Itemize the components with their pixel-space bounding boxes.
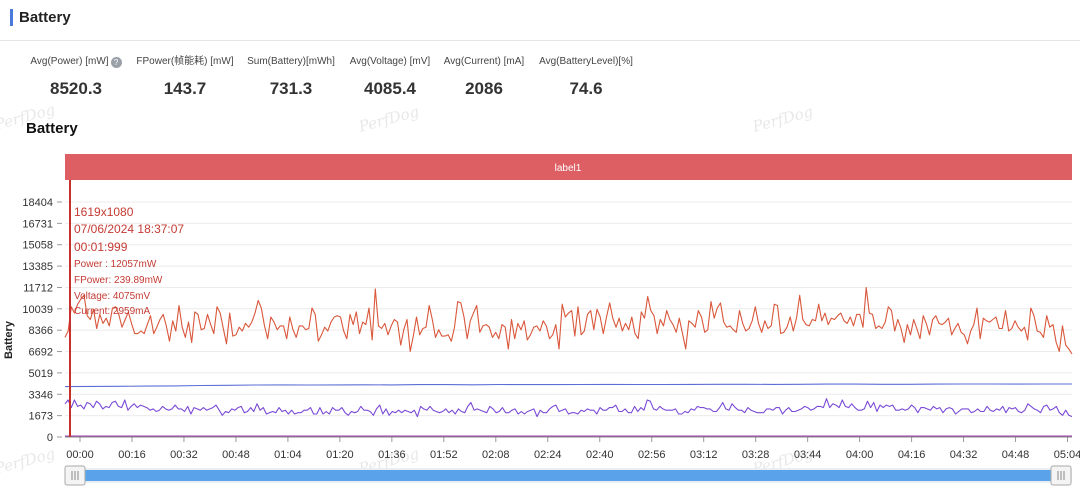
tooltip-current: Current: 2959mA [74, 306, 150, 317]
series-line [64, 383, 1072, 388]
x-tick-label: 05:04 [1054, 449, 1080, 461]
x-tick-label: 04:48 [1002, 449, 1030, 461]
y-tick-label: 0 [47, 432, 53, 444]
label-band [65, 154, 1072, 180]
series-line [64, 287, 1073, 355]
y-tick-label: 3346 [29, 389, 53, 401]
stat-label: FPower(帧能耗) [mW] [136, 56, 234, 67]
y-tick-label: 5019 [29, 368, 53, 380]
x-tick-label: 04:32 [950, 449, 978, 461]
stat-avg-battery-level: Avg(BatteryLevel)[%] 74.6 [538, 55, 634, 99]
tooltip: 1619x1080 07/06/2024 18:37:07 00:01:999 … [74, 205, 184, 317]
stat-value: 8520.3 [50, 79, 102, 98]
header-accent-bar [10, 9, 13, 26]
page-title: Battery [19, 9, 71, 26]
x-tick-label: 03:12 [690, 449, 718, 461]
x-tick-label: 03:28 [742, 449, 770, 461]
grip-handle-icon[interactable] [1050, 465, 1072, 486]
x-tick-label: 01:20 [326, 449, 354, 461]
x-tick-label: 04:00 [846, 449, 874, 461]
x-tick-label: 00:32 [170, 449, 198, 461]
x-tick-label: 00:48 [222, 449, 250, 461]
chart-title: Battery [26, 120, 78, 137]
zoom-scrollbar[interactable] [64, 465, 1072, 486]
y-tick-label: 8366 [29, 325, 53, 337]
tooltip-time: 00:01:999 [74, 240, 128, 254]
grip-handle-icon[interactable] [64, 465, 86, 486]
x-tick-label: 00:16 [118, 449, 146, 461]
stat-avg-current: Avg(Current) [mA] 2086 [442, 55, 526, 99]
x-tick-label: 02:08 [482, 449, 510, 461]
x-tick-label: 02:24 [534, 449, 562, 461]
tooltip-fpower: FPower: 239.89mW [74, 275, 163, 286]
stat-avg-voltage: Avg(Voltage) [mV] 4085.4 [347, 55, 433, 99]
stat-value: 2086 [465, 79, 503, 98]
page-header: Battery [0, 0, 1080, 41]
stat-value: 74.6 [569, 79, 603, 98]
x-tick-label: 00:00 [66, 449, 94, 461]
x-tick-label: 01:04 [274, 449, 302, 461]
y-tick-label: 13385 [22, 261, 53, 273]
stat-value: 4085.4 [364, 79, 416, 98]
stat-sum-battery: Sum(Battery)[mWh] 731.3 [246, 55, 336, 99]
tooltip-resolution: 1619x1080 [74, 205, 134, 219]
label-band-text: label1 [555, 163, 582, 174]
y-tick-label: 6692 [29, 347, 53, 359]
y-tick-label: 15058 [22, 240, 53, 252]
series-line [64, 398, 1073, 418]
y-tick-label: 11712 [23, 282, 53, 294]
stat-label: Avg(BatteryLevel)[%] [539, 56, 633, 67]
stat-fpower: FPower(帧能耗) [mW] 143.7 [135, 55, 235, 99]
scrollbar-range[interactable] [74, 470, 1062, 481]
stat-value: 731.3 [269, 79, 313, 98]
x-tick-label: 02:56 [638, 449, 666, 461]
x-tick-label: 02:40 [586, 449, 614, 461]
y-tick-label: 16731 [22, 218, 53, 230]
x-tick-label: 01:36 [378, 449, 406, 461]
stat-label: Avg(Power) [mW] [30, 56, 109, 67]
tooltip-voltage: Voltage: 4075mV [74, 291, 150, 302]
tooltip-power: Power : 12057mW [74, 259, 157, 270]
tooltip-datetime: 07/06/2024 18:37:07 [74, 222, 184, 236]
x-tick-label: 04:16 [898, 449, 926, 461]
y-tick-label: 18404 [22, 197, 53, 209]
y-axis-label: Battery [3, 320, 15, 359]
stat-value: 143.7 [163, 79, 207, 98]
stat-avg-power: Avg(Power) [mW]? 8520.3 [30, 55, 122, 99]
stat-label: Avg(Current) [mA] [443, 56, 525, 67]
help-icon[interactable]: ? [110, 57, 122, 68]
x-tick-label: 03:44 [794, 449, 822, 461]
stats-row: Avg(Power) [mW]? 8520.3 FPower(帧能耗) [mW]… [0, 55, 700, 105]
stat-label: Sum(Battery)[mWh] [247, 56, 335, 67]
stat-label: Avg(Voltage) [mV] [349, 56, 431, 67]
y-tick-label: 10039 [22, 304, 53, 316]
y-tick-label: 1673 [29, 411, 53, 423]
x-tick-label: 01:52 [430, 449, 458, 461]
